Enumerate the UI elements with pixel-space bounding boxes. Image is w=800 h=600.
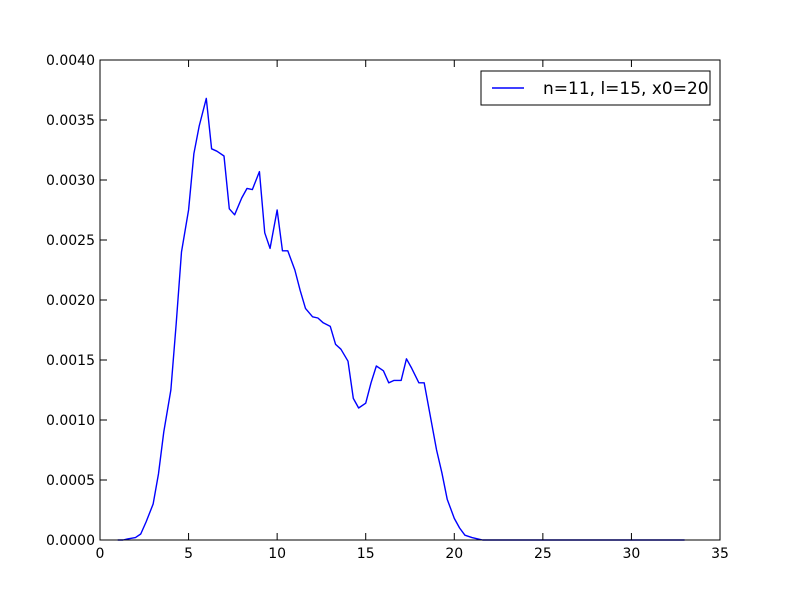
legend-label: n=11, l=15, x0=20 xyxy=(543,79,709,99)
x-tick-label: 25 xyxy=(534,546,552,562)
x-tick-label: 20 xyxy=(445,546,463,562)
y-tick-label: 0.0030 xyxy=(46,173,95,189)
y-tick-label: 0.0040 xyxy=(46,53,95,69)
y-tick-label: 0.0000 xyxy=(46,533,95,549)
axes: 0 5 10 15 20 25 30 35 0.0000 0.0005 0.0010 0.0015 0.… xyxy=(46,53,729,562)
y-tick-label: 0.0015 xyxy=(46,353,95,369)
y-tick-label: 0.0020 xyxy=(46,293,95,309)
y-tick-label: 0.0025 xyxy=(46,233,95,249)
y-tick-label: 0.0010 xyxy=(46,413,95,429)
x-tick-label: 15 xyxy=(357,546,375,562)
x-tick-label: 5 xyxy=(184,546,193,562)
x-tick-label: 10 xyxy=(268,546,286,562)
x-tick-label: 0 xyxy=(96,546,105,562)
legend: n=11, l=15, x0=20 xyxy=(480,70,711,106)
y-tick-label: 0.0035 xyxy=(46,113,95,129)
series-line-0 xyxy=(117,97,685,541)
plot-area xyxy=(117,97,685,541)
y-tick-label: 0.0005 xyxy=(46,473,95,489)
x-tick-label: 35 xyxy=(711,546,729,562)
axes-frame xyxy=(99,59,721,541)
x-tick-label: 30 xyxy=(623,546,641,562)
